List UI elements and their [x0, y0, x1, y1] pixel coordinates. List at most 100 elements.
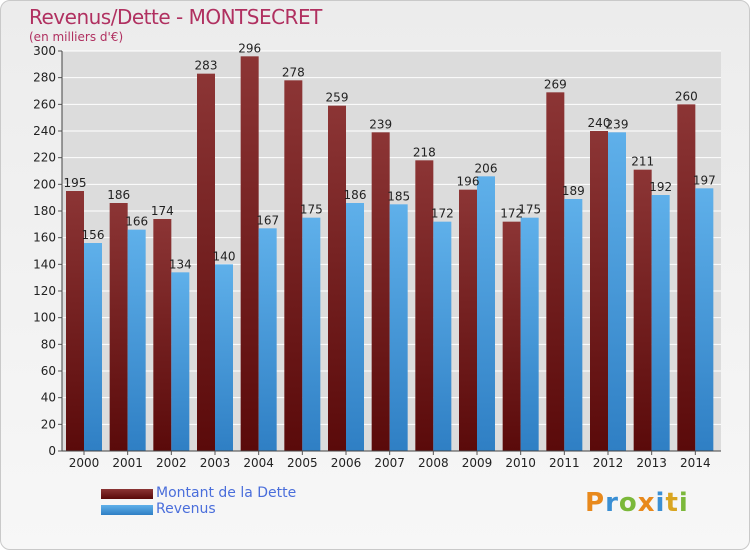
- bar-debt: [240, 56, 259, 451]
- bar-revenue: [127, 229, 146, 451]
- x-tick-label: 2014: [680, 456, 711, 470]
- x-tick-label: 2005: [287, 456, 318, 470]
- data-label-debt: 240: [588, 116, 611, 130]
- y-tick-label: 260: [33, 97, 56, 111]
- data-label-debt: 296: [238, 41, 261, 55]
- bar-debt: [153, 219, 172, 451]
- x-tick-label: 2002: [156, 456, 187, 470]
- data-label-debt: 195: [64, 176, 87, 190]
- logo-letter: o: [618, 488, 638, 518]
- data-label-debt: 278: [282, 65, 305, 79]
- y-tick-label: 20: [41, 417, 56, 431]
- bar-revenue: [608, 132, 626, 452]
- x-tick-label: 2000: [69, 456, 100, 470]
- bar-revenue: [215, 264, 233, 451]
- legend-swatch-debt: [101, 489, 153, 499]
- chart-title: Revenus/Dette - MONTSECRET: [29, 5, 322, 29]
- y-tick-label: 180: [33, 204, 56, 218]
- data-label-debt: 172: [500, 207, 523, 221]
- y-tick-label: 220: [33, 151, 56, 165]
- proxiti-logo: Proxiti: [585, 488, 689, 518]
- y-tick-label: 280: [33, 71, 56, 85]
- data-label-debt: 196: [457, 175, 480, 189]
- y-tick-label: 240: [33, 124, 56, 138]
- bar-revenue: [520, 217, 539, 451]
- x-tick-label: 2013: [636, 456, 667, 470]
- data-label-debt: 283: [195, 59, 218, 73]
- bar-revenue: [346, 203, 364, 451]
- data-label-revenue: 186: [344, 188, 367, 202]
- bar-revenue: [84, 243, 102, 451]
- bar-revenue: [564, 199, 583, 451]
- bar-revenue: [171, 272, 190, 451]
- bar-revenue: [651, 195, 670, 451]
- data-label-revenue: 185: [387, 189, 410, 203]
- legend-label-revenue: Revenus: [156, 501, 216, 517]
- y-tick-label: 100: [33, 311, 56, 325]
- data-label-debt: 239: [369, 117, 392, 131]
- data-label-revenue: 189: [562, 184, 585, 198]
- x-tick-label: 2003: [200, 456, 231, 470]
- bar-revenue: [302, 217, 321, 451]
- y-tick-label: 300: [33, 44, 56, 58]
- bar-revenue: [258, 228, 277, 451]
- y-tick-label: 200: [33, 177, 56, 191]
- bar-debt: [328, 105, 346, 452]
- data-label-revenue: 140: [213, 249, 236, 263]
- x-tick-label: 2012: [593, 456, 624, 470]
- bar-revenue: [433, 221, 452, 451]
- data-label-revenue: 175: [300, 203, 323, 217]
- x-tick-label: 2011: [549, 456, 580, 470]
- data-label-revenue: 156: [82, 228, 105, 242]
- x-tick-label: 2001: [112, 456, 143, 470]
- y-tick-label: 60: [41, 364, 56, 378]
- data-label-debt: 218: [413, 145, 436, 159]
- bar-debt: [66, 191, 84, 451]
- data-label-revenue: 167: [256, 213, 279, 227]
- x-tick-label: 2007: [374, 456, 405, 470]
- bar-debt: [371, 132, 390, 452]
- x-tick-label: 2006: [331, 456, 362, 470]
- x-tick-label: 2004: [243, 456, 274, 470]
- data-label-revenue: 172: [431, 207, 454, 221]
- legend-label-debt: Montant de la Dette: [156, 485, 297, 501]
- logo-letter: t: [665, 488, 679, 518]
- bar-debt: [677, 104, 696, 451]
- x-tick-label: 2009: [462, 456, 493, 470]
- y-tick-label: 160: [33, 231, 56, 245]
- bar-debt: [546, 92, 565, 451]
- data-label-debt: 259: [326, 91, 349, 105]
- data-label-revenue: 134: [169, 257, 192, 271]
- data-label-revenue: 192: [649, 180, 672, 194]
- data-label-revenue: 239: [606, 117, 629, 131]
- bar-debt: [633, 169, 652, 451]
- data-label-revenue: 175: [518, 203, 541, 217]
- y-tick-label: 0: [48, 444, 56, 458]
- bar-revenue: [389, 204, 408, 451]
- data-label-debt: 186: [107, 188, 130, 202]
- data-label-debt: 211: [631, 155, 654, 169]
- bar-debt: [284, 80, 303, 451]
- data-label-debt: 269: [544, 77, 567, 91]
- bar-debt: [502, 221, 521, 451]
- y-tick-label: 140: [33, 257, 56, 271]
- bar-debt: [197, 73, 215, 452]
- logo-letter: i: [655, 488, 666, 518]
- bar-debt: [459, 189, 477, 451]
- bar-debt: [109, 203, 128, 451]
- data-label-revenue: 166: [125, 215, 148, 229]
- chart-subtitle: (en milliers d'€): [29, 30, 124, 44]
- y-tick-label: 120: [33, 284, 56, 298]
- y-tick-label: 40: [41, 391, 56, 405]
- logo-letter: P: [585, 488, 606, 518]
- data-label-debt: 260: [675, 89, 698, 103]
- bar-revenue: [695, 188, 714, 452]
- logo-letter: x: [637, 488, 656, 518]
- x-tick-label: 2010: [505, 456, 536, 470]
- data-label-revenue: 206: [475, 161, 498, 175]
- y-tick-label: 80: [41, 337, 56, 351]
- bar-debt: [415, 160, 434, 452]
- x-tick-label: 2008: [418, 456, 449, 470]
